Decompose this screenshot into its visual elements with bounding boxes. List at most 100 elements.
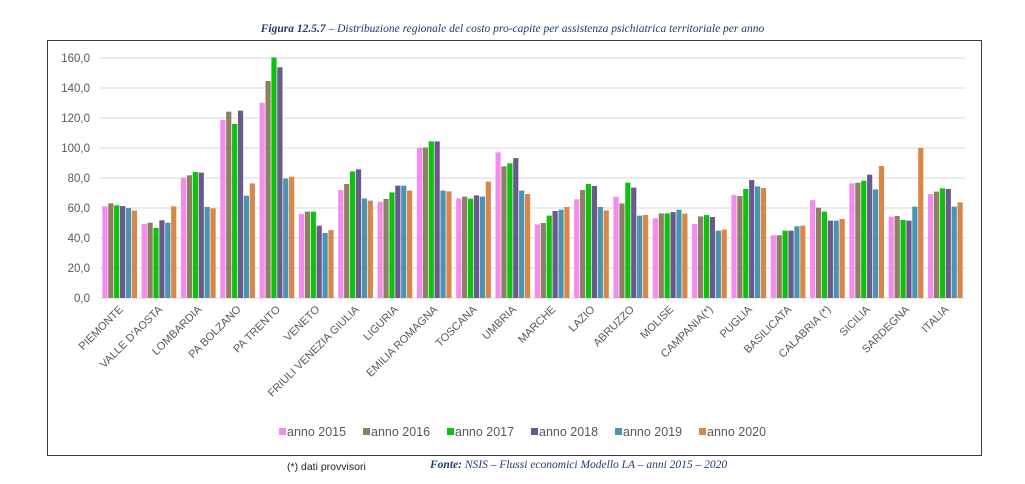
bar (440, 190, 446, 298)
x-tick-label: MARCHE (516, 304, 558, 346)
footnote: (*) dati provvisori (287, 461, 366, 473)
x-tick-label: TOSCANA (434, 303, 480, 349)
bar (283, 178, 289, 298)
bar (574, 199, 580, 298)
legend-label: anno 2019 (623, 425, 682, 439)
bar (495, 152, 501, 298)
bar (815, 207, 822, 298)
legend-label: anno 2015 (287, 425, 346, 439)
bar (198, 172, 204, 298)
bar (338, 190, 344, 298)
bar (422, 147, 428, 298)
bar (692, 224, 698, 298)
bar-group (692, 215, 727, 298)
legend-swatch (531, 428, 538, 435)
bar (316, 225, 322, 298)
bar (782, 230, 788, 298)
bar (467, 198, 474, 298)
legend-swatch (615, 428, 622, 435)
bar (507, 163, 513, 298)
legend-label: anno 2018 (539, 425, 598, 439)
bar (755, 186, 761, 298)
bar (658, 213, 664, 298)
bar-group (220, 110, 255, 299)
x-tick-label: ITALIA (920, 303, 952, 335)
bar (697, 216, 704, 298)
bar (310, 211, 316, 298)
figure-number: Figura 12.5.7 (260, 23, 326, 35)
bar (159, 220, 165, 298)
bar (456, 198, 462, 298)
y-tick-label: 60,0 (68, 203, 90, 215)
bar (259, 102, 265, 298)
y-axis-ticks: 0,0 20,0 40,0 60,0 80,0 100,0 120,0 140,0 160,0 (61, 53, 90, 305)
bar (434, 141, 440, 298)
bar (552, 211, 558, 298)
bar (277, 67, 283, 298)
bar (637, 215, 643, 298)
bar (939, 188, 945, 298)
bar (232, 124, 238, 298)
bar (839, 218, 845, 298)
bar (383, 199, 389, 298)
bar (849, 183, 855, 298)
bar-group (259, 57, 295, 299)
y-tick-label: 140,0 (61, 83, 90, 95)
bar-group (849, 166, 885, 298)
bar (131, 210, 138, 298)
x-tick-label: MOLISE (638, 304, 676, 342)
bar (180, 177, 187, 298)
bar (564, 206, 570, 298)
x-tick-label: UMBRIA (480, 303, 519, 342)
bar (613, 196, 619, 298)
bar (591, 185, 598, 298)
bar (462, 196, 468, 298)
bar (619, 203, 625, 298)
bar (114, 205, 120, 298)
bar (210, 208, 216, 298)
bar (407, 190, 413, 298)
bar (933, 191, 940, 298)
bar (361, 198, 368, 298)
bar (165, 222, 171, 298)
bar (894, 215, 900, 298)
bar (703, 215, 710, 298)
bar (676, 209, 682, 298)
bar (682, 213, 688, 298)
bar (861, 180, 867, 298)
bar (788, 230, 794, 298)
bar-group (456, 181, 491, 298)
bar (546, 215, 552, 298)
bar (519, 190, 525, 298)
bar (631, 187, 637, 298)
bar (355, 169, 362, 298)
legend-swatch (447, 428, 454, 435)
bar (776, 235, 782, 298)
figure-caption: Figura 12.5.7 – Distribuzione regionale … (0, 23, 1025, 35)
bar-group (927, 188, 963, 298)
bar (534, 224, 541, 298)
bar (328, 230, 334, 298)
bar-group (180, 172, 216, 298)
bar (770, 235, 776, 298)
x-tick-label: SICILIA (838, 303, 874, 339)
bar (603, 210, 609, 298)
legend-item: anno 2015 (279, 425, 346, 439)
y-tick-label: 100,0 (61, 143, 90, 155)
bar (271, 57, 277, 299)
bar (906, 220, 912, 298)
bar-group (888, 148, 924, 298)
bar (350, 171, 356, 298)
bar (243, 195, 250, 298)
legend-item: anno 2017 (447, 425, 514, 439)
bar (597, 206, 603, 298)
bar (171, 206, 177, 298)
bar (827, 220, 833, 298)
bar (428, 141, 434, 298)
y-tick-label: 80,0 (68, 173, 90, 185)
y-tick-label: 120,0 (61, 113, 90, 125)
bar (585, 184, 592, 298)
bar-group (416, 141, 452, 298)
bar (479, 196, 485, 298)
